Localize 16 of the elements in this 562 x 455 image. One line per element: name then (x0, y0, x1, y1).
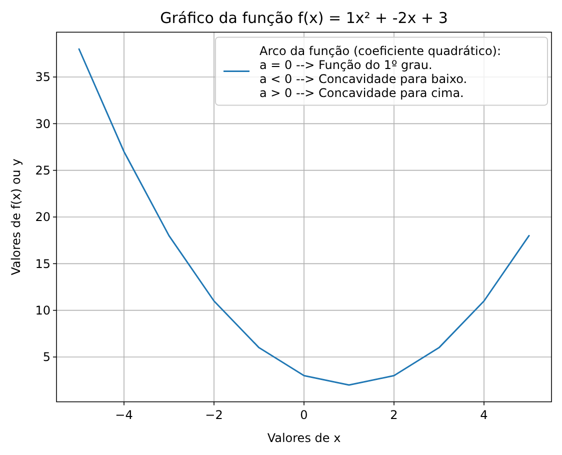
y-tick-label: 20 (35, 210, 50, 224)
y-tick-label: 35 (35, 70, 50, 84)
y-tick-label: 5 (42, 350, 50, 364)
x-axis-title: Valores de x (267, 431, 341, 445)
chart-title: Gráfico da função f(x) = 1x² + -2x + 3 (160, 9, 448, 27)
y-tick-label: 30 (35, 116, 50, 131)
y-tick-label: 10 (35, 304, 50, 318)
x-tick-label: 0 (300, 408, 308, 422)
y-tick-label: 25 (35, 164, 50, 178)
x-tick-label: −2 (205, 408, 223, 422)
y-tick-label: 15 (35, 256, 50, 271)
legend-label: Arco da função (coeficiente quadrático): a = 0 --> Função do 1º grau. a < 0 --> Concavidade para baixo. a > 0 --> Concavidade para cima. (260, 44, 502, 100)
x-tick-label: 4 (480, 408, 488, 422)
x-tick-label: −4 (115, 408, 133, 422)
y-axis-title: Valores de f(x) ou y (9, 158, 23, 276)
x-tick-label: 2 (390, 408, 398, 422)
